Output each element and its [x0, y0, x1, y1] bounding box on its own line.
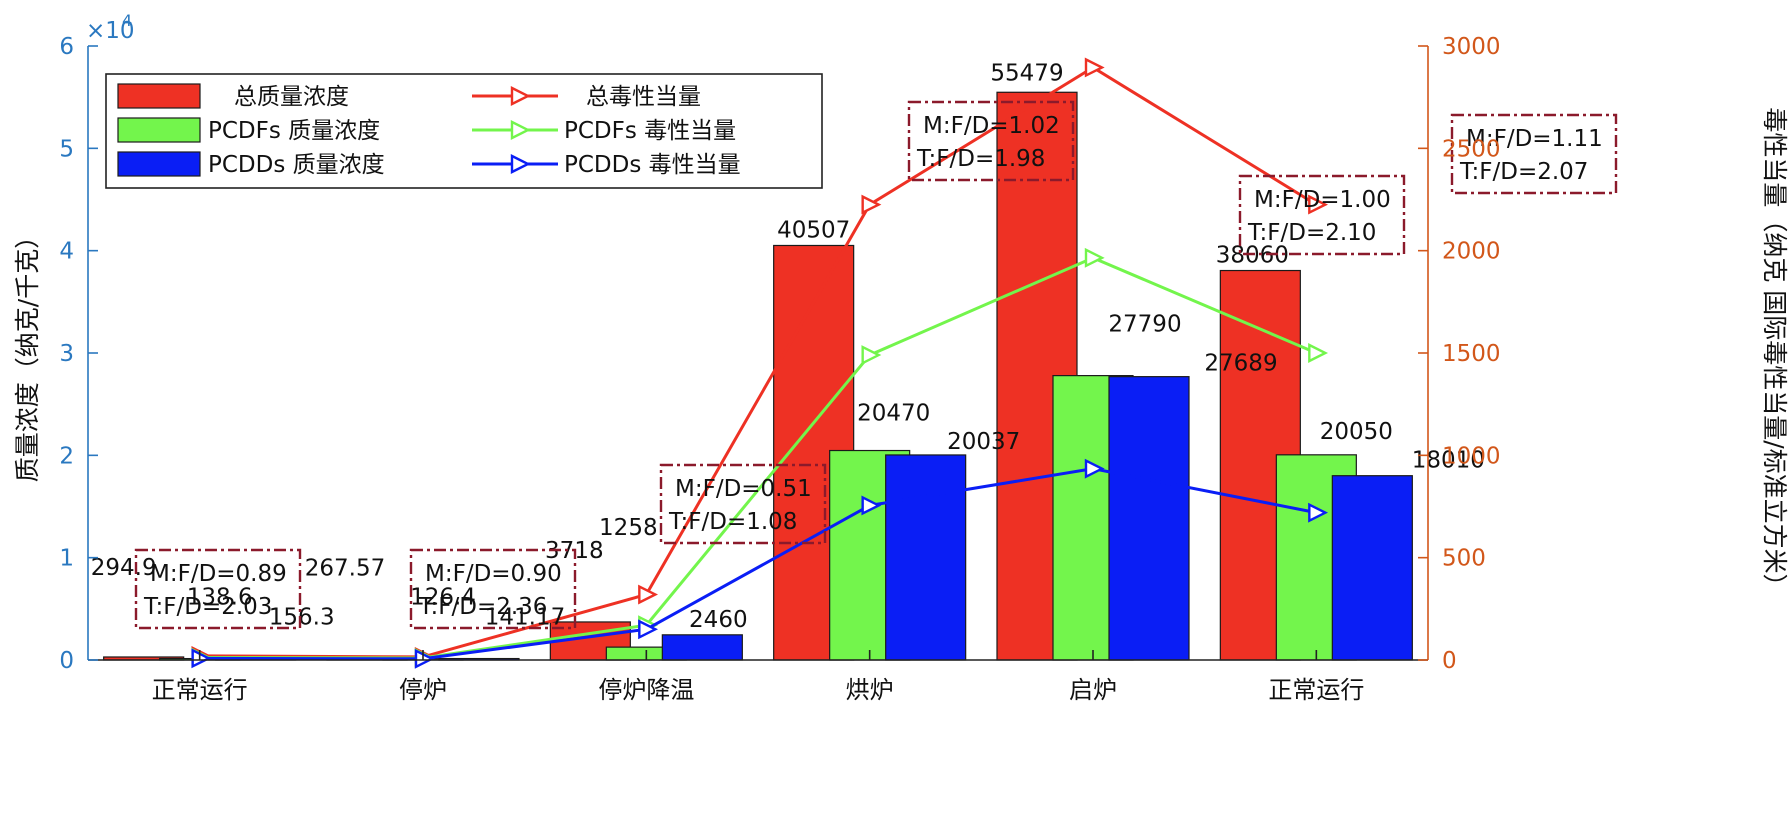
bar-3-label-6: 18010	[1412, 448, 1485, 474]
line-3-point-6	[1308, 502, 1329, 523]
x-tick-label-4: 烘炉	[846, 676, 894, 704]
bar-2-label-6: 20050	[1320, 419, 1393, 445]
x-tick-label-2: 停炉	[399, 676, 447, 704]
bar-2-label-2: 126.4	[410, 585, 476, 611]
line-1-point-5	[1084, 57, 1105, 78]
bar-3-label-3: 2460	[689, 607, 748, 633]
y2-axis-title: 毒性当量（纳克 国际毒性当量/标准立方米）	[1760, 107, 1789, 598]
legend-line-marker-3	[510, 154, 531, 174]
legend-label-2: PCDFs 质量浓度	[208, 118, 380, 144]
ratio-m-1: M:F/D=0.89	[150, 561, 287, 587]
bar-2-label-3: 1258	[599, 515, 658, 541]
line-3-point-4	[861, 495, 882, 516]
bar-3-label-5: 27689	[1204, 351, 1277, 377]
left-axis-multiplier-exp: 4	[122, 11, 132, 30]
bar-1-label-4: 40507	[777, 217, 850, 243]
left-tick-label-1: 0	[59, 648, 74, 674]
ratio-box-1	[134, 548, 302, 630]
line-3-point-5	[1084, 458, 1105, 479]
line-3-point-1	[191, 648, 212, 669]
bar-3-4	[885, 454, 967, 661]
line-1-point-3	[638, 584, 659, 605]
line-3	[199, 467, 1317, 661]
bar-1-label-2: 267.57	[305, 555, 385, 581]
y-axis-title: 质量浓度（纳克/千克）	[13, 224, 42, 482]
ratio-box-2	[409, 548, 577, 630]
legend-label-1: 总质量浓度	[234, 84, 349, 110]
ratio-t-3: T:F/D=1.08	[668, 509, 797, 535]
ratio-m-4: M:F/D=1.02	[923, 113, 1060, 139]
left-tick-label-6: 5	[59, 136, 74, 162]
line-1-point-4	[861, 194, 882, 215]
left-axis-multiplier: ×10	[86, 18, 135, 44]
legend-box	[105, 73, 823, 189]
x-tick-label-6: 正常运行	[1268, 676, 1364, 704]
line-1-point-6	[1308, 194, 1329, 215]
bar-3-6	[1331, 475, 1413, 661]
x-tick-label-5: 启炉	[1069, 676, 1117, 704]
bar-1-label-6: 38060	[1216, 243, 1289, 269]
ratio-t-2: T:F/D=2.36	[418, 594, 547, 620]
line-3-point-2	[414, 648, 435, 669]
bar-2-label-5: 27790	[1108, 312, 1181, 338]
bar-3-5	[1108, 376, 1190, 661]
ratio-box-6	[1450, 113, 1618, 195]
ratio-m-6: M:F/D=1.11	[1466, 126, 1603, 152]
bar-3-label-1: 156.3	[269, 604, 335, 630]
right-tick-label-5: 2000	[1442, 239, 1501, 265]
bar-3-label-2: 141.17	[485, 605, 565, 631]
left-tick-label-4: 3	[59, 341, 74, 367]
ratio-m-3: M:F/D=0.51	[675, 476, 812, 502]
right-tick-label-3: 1000	[1442, 443, 1501, 469]
ratio-box-4	[907, 100, 1075, 182]
legend-swatch-1	[117, 83, 201, 109]
right-tick-label-6: 2500	[1442, 136, 1501, 162]
left-tick-label-5: 4	[59, 239, 74, 265]
ratio-box-3	[659, 463, 827, 545]
x-tick-label-1: 正常运行	[152, 676, 248, 704]
right-tick-label-1: 0	[1442, 648, 1457, 674]
right-tick-label-4: 1500	[1442, 341, 1501, 367]
ratio-m-5: M:F/D=1.00	[1254, 187, 1391, 213]
legend-line-label-1: 总毒性当量	[586, 84, 701, 110]
legend-line-label-2: PCDFs 毒性当量	[564, 118, 736, 144]
bar-1-label-5: 55479	[990, 60, 1063, 86]
ratio-box-5	[1238, 174, 1406, 256]
line-2-point-5	[1084, 247, 1105, 268]
bar-1-label-1: 294.9	[91, 555, 157, 581]
right-tick-label-7: 3000	[1442, 34, 1501, 60]
ratio-t-5: T:F/D=2.10	[1247, 220, 1376, 246]
line-2-point-6	[1308, 343, 1329, 363]
legend-line-marker-2	[510, 120, 531, 140]
legend-label-3: PCDDs 质量浓度	[208, 152, 385, 178]
x-tick-label-3: 停炉降温	[598, 676, 694, 704]
legend-line-marker-1	[510, 86, 531, 106]
bar-2-label-1: 138.6	[187, 585, 253, 611]
bar-3-label-4: 20037	[947, 429, 1020, 455]
ratio-t-1: T:F/D=2.03	[143, 594, 272, 620]
bar-3-3	[661, 634, 743, 661]
ratio-m-2: M:F/D=0.90	[425, 561, 562, 587]
line-3-point-3	[638, 619, 659, 640]
legend-swatch-3	[117, 151, 201, 177]
right-tick-label-2: 500	[1442, 546, 1486, 572]
left-tick-label-3: 2	[59, 443, 74, 469]
left-tick-label-2: 1	[59, 546, 74, 572]
ratio-t-4: T:F/D=1.98	[916, 146, 1045, 172]
legend-swatch-2	[117, 117, 201, 143]
legend-line-label-3: PCDDs 毒性当量	[564, 152, 741, 178]
ratio-t-6: T:F/D=2.07	[1459, 159, 1588, 185]
line-2-point-4	[861, 345, 882, 365]
left-tick-label-7: 6	[59, 34, 74, 60]
bar-2-label-4: 20470	[857, 401, 930, 427]
